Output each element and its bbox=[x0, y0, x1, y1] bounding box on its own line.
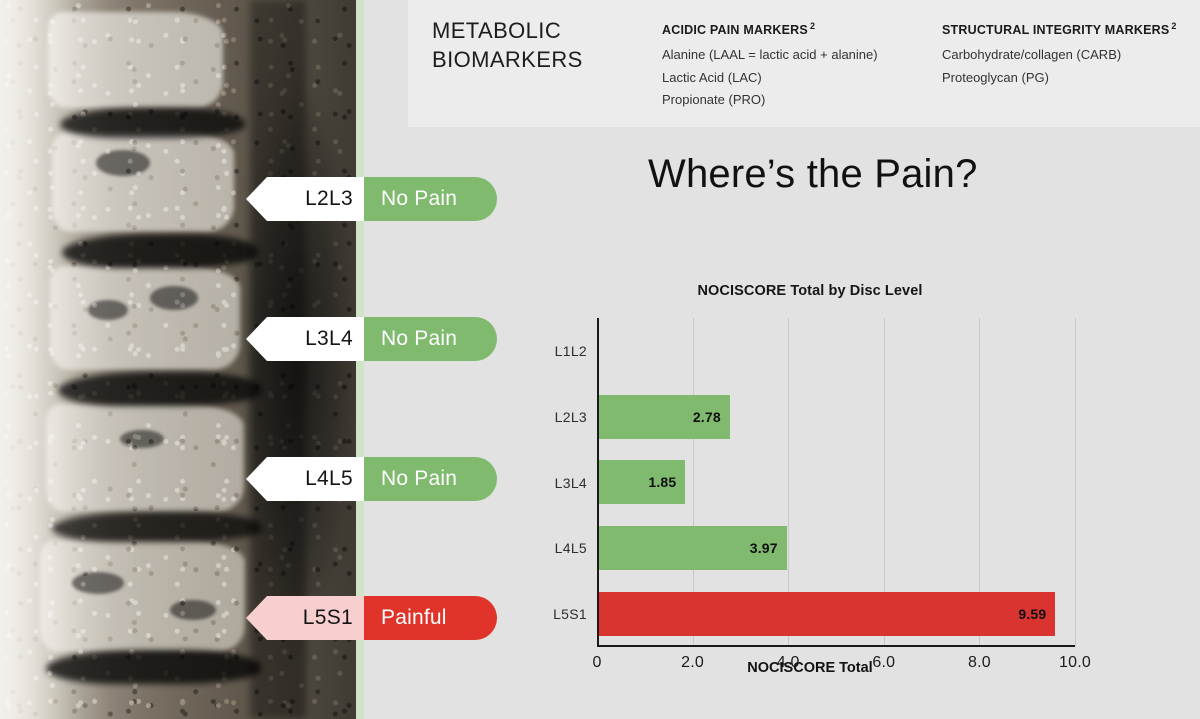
marrow-speck bbox=[88, 300, 128, 320]
nociscore-bar-chart: NOCISCORE Total by Disc Level L1L2 2.78 L2… bbox=[520, 272, 1100, 712]
chart-bar-value-label: 1.85 bbox=[648, 474, 677, 491]
vertebra-l3 bbox=[50, 266, 240, 370]
status-badge: No Pain bbox=[364, 457, 497, 501]
chart-bar-l3l4: 1.85 bbox=[597, 460, 686, 505]
chart-bar-row bbox=[597, 318, 1075, 384]
marrow-speck bbox=[96, 150, 150, 176]
chart-bar-l4l5: 3.97 bbox=[597, 526, 787, 571]
page-title: Where’s the Pain? bbox=[648, 152, 978, 196]
chart-x-tick-10-0: 10.0 bbox=[1059, 654, 1091, 671]
vertebra-l1 bbox=[48, 12, 223, 108]
chart-y-tick-l4l5: L4L5 bbox=[554, 540, 587, 557]
chart-x-tick-6-0: 6.0 bbox=[872, 654, 896, 671]
disc-l1l2 bbox=[60, 108, 245, 138]
chart-y-tick-l2l3: L2L3 bbox=[554, 408, 587, 425]
marrow-speck bbox=[170, 600, 216, 620]
vertebra-l2 bbox=[52, 132, 234, 232]
disc-level-callout-label: L5S1 bbox=[246, 596, 364, 640]
vertebra-l4 bbox=[46, 404, 244, 512]
chart-bar-row: 2.78 bbox=[597, 384, 1075, 450]
marrow-speck bbox=[120, 430, 164, 448]
chart-title: NOCISCORE Total by Disc Level bbox=[697, 283, 923, 299]
chart-x-axis-label: NOCISCORE Total bbox=[747, 660, 873, 676]
chart-gridline bbox=[692, 318, 694, 647]
chart-gridline bbox=[883, 318, 885, 647]
chart-x-tick-4-0: 4.0 bbox=[776, 654, 800, 671]
marrow-speck bbox=[72, 572, 124, 594]
biomarker-item: Propionate (PRO) bbox=[662, 91, 766, 107]
status-badge: No Pain bbox=[364, 317, 497, 361]
acidic-pain-markers-column: ACIDIC PAIN MARKERS 2 Alanine (LAAL = lac… bbox=[662, 0, 942, 111]
biomarker-item: Lactic Acid (LAC) bbox=[662, 69, 762, 85]
structural-integrity-markers-heading: STRUCTURAL INTEGRITY MARKERS 2 bbox=[942, 21, 1200, 37]
disc-marker-l5s1: L5S1 Painful bbox=[246, 596, 497, 640]
chart-y-tick-l5s1: L5S1 bbox=[553, 606, 587, 623]
status-badge: No Pain bbox=[364, 177, 497, 221]
chart-gridline bbox=[979, 318, 981, 647]
disc-marker-l4l5: L4L5 No Pain bbox=[246, 457, 497, 501]
chart-y-tick-l3l4: L3L4 bbox=[554, 474, 587, 491]
chart-bar-value-label: 3.97 bbox=[749, 540, 778, 557]
acidic-pain-markers-heading-text: ACIDIC PAIN MARKERS bbox=[662, 23, 808, 38]
chart-bar-row: 9.59 bbox=[597, 581, 1075, 647]
disc-level-callout-label: L3L4 bbox=[246, 317, 364, 361]
biomarkers-panel-title: METABOLIC BIOMARKERS bbox=[432, 18, 583, 73]
chart-bar-value-label: 2.78 bbox=[692, 408, 721, 425]
structural-integrity-markers-footnote-ref: 2 bbox=[1171, 21, 1177, 31]
structural-integrity-markers-column: STRUCTURAL INTEGRITY MARKERS 2 Carbohydra… bbox=[942, 0, 1200, 89]
chart-y-axis bbox=[597, 318, 599, 647]
disc-marker-l2l3: L2L3 No Pain bbox=[246, 177, 497, 221]
chart-x-tick-0: 0 bbox=[592, 654, 602, 671]
disc-level-callout-label: L4L5 bbox=[246, 457, 364, 501]
chart-gridline bbox=[1075, 318, 1076, 647]
chart-y-tick-l1l2: L1L2 bbox=[554, 342, 587, 359]
marrow-speck bbox=[150, 286, 198, 310]
vertebra-l5 bbox=[40, 540, 245, 652]
chart-bar-value-label: 9.59 bbox=[1018, 606, 1047, 623]
chart-x-tick-8-0: 8.0 bbox=[967, 654, 991, 671]
biomarker-item: Alanine (LAAL = lactic acid + alanine) bbox=[662, 47, 878, 63]
biomarker-item: Carbohydrate/collagen (CARB) bbox=[942, 47, 1122, 63]
disc-level-callout-label: L2L3 bbox=[246, 177, 364, 221]
chart-bar-l5s1: 9.59 bbox=[597, 592, 1056, 637]
acidic-pain-markers-footnote-ref: 2 bbox=[809, 21, 816, 31]
chart-bar-row: 3.97 bbox=[597, 515, 1075, 581]
chart-x-tick-2-0: 2.0 bbox=[681, 654, 705, 671]
disc-marker-l3l4: L3L4 No Pain bbox=[246, 317, 497, 361]
chart-plot-area: L1L2 2.78 L2L3 1.85 L3L4 3.97 L4L5 9.59 L5S1 0 2.0… bbox=[553, 318, 1091, 671]
structural-integrity-markers-heading-text: STRUCTURAL INTEGRITY MARKERS bbox=[942, 23, 1170, 38]
metabolic-biomarkers-panel: METABOLIC BIOMARKERS ACIDIC PAIN MARKERS… bbox=[408, 0, 1200, 127]
status-badge: Painful bbox=[364, 596, 497, 640]
biomarker-item: Proteoglycan (PG) bbox=[942, 69, 1049, 85]
chart-bar-l2l3: 2.78 bbox=[597, 394, 730, 439]
acidic-pain-markers-heading: ACIDIC PAIN MARKERS 2 bbox=[662, 21, 942, 37]
chart-bar-row: 1.85 bbox=[597, 450, 1075, 516]
chart-x-axis bbox=[597, 645, 1075, 647]
chart-gridline bbox=[788, 318, 790, 647]
